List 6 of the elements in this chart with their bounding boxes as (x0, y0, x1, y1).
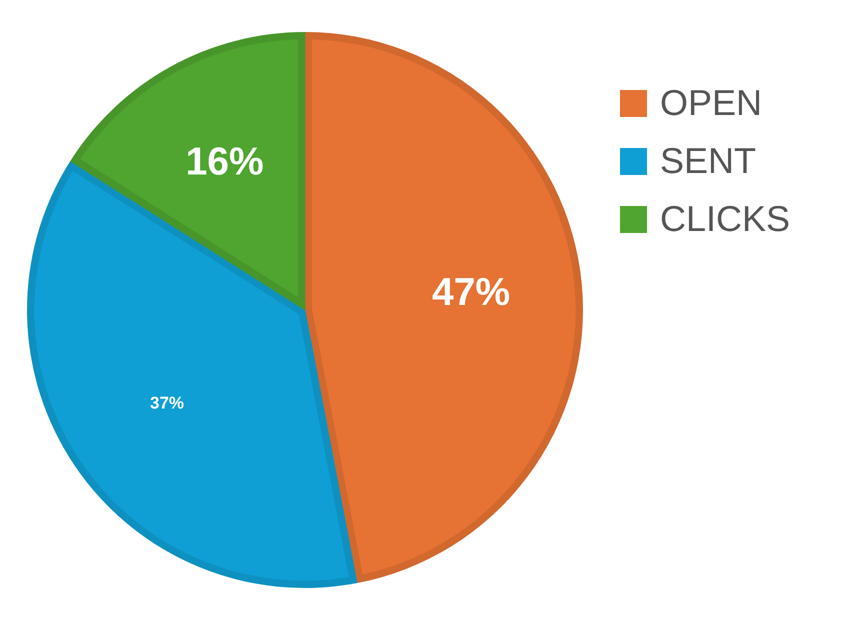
legend-label: CLICKS (660, 198, 790, 240)
legend-label: OPEN (660, 82, 762, 124)
data-label: 37% (150, 393, 184, 412)
data-label: 16% (186, 140, 264, 184)
legend-label: SENT (660, 140, 756, 182)
data-label: 47% (432, 271, 510, 314)
